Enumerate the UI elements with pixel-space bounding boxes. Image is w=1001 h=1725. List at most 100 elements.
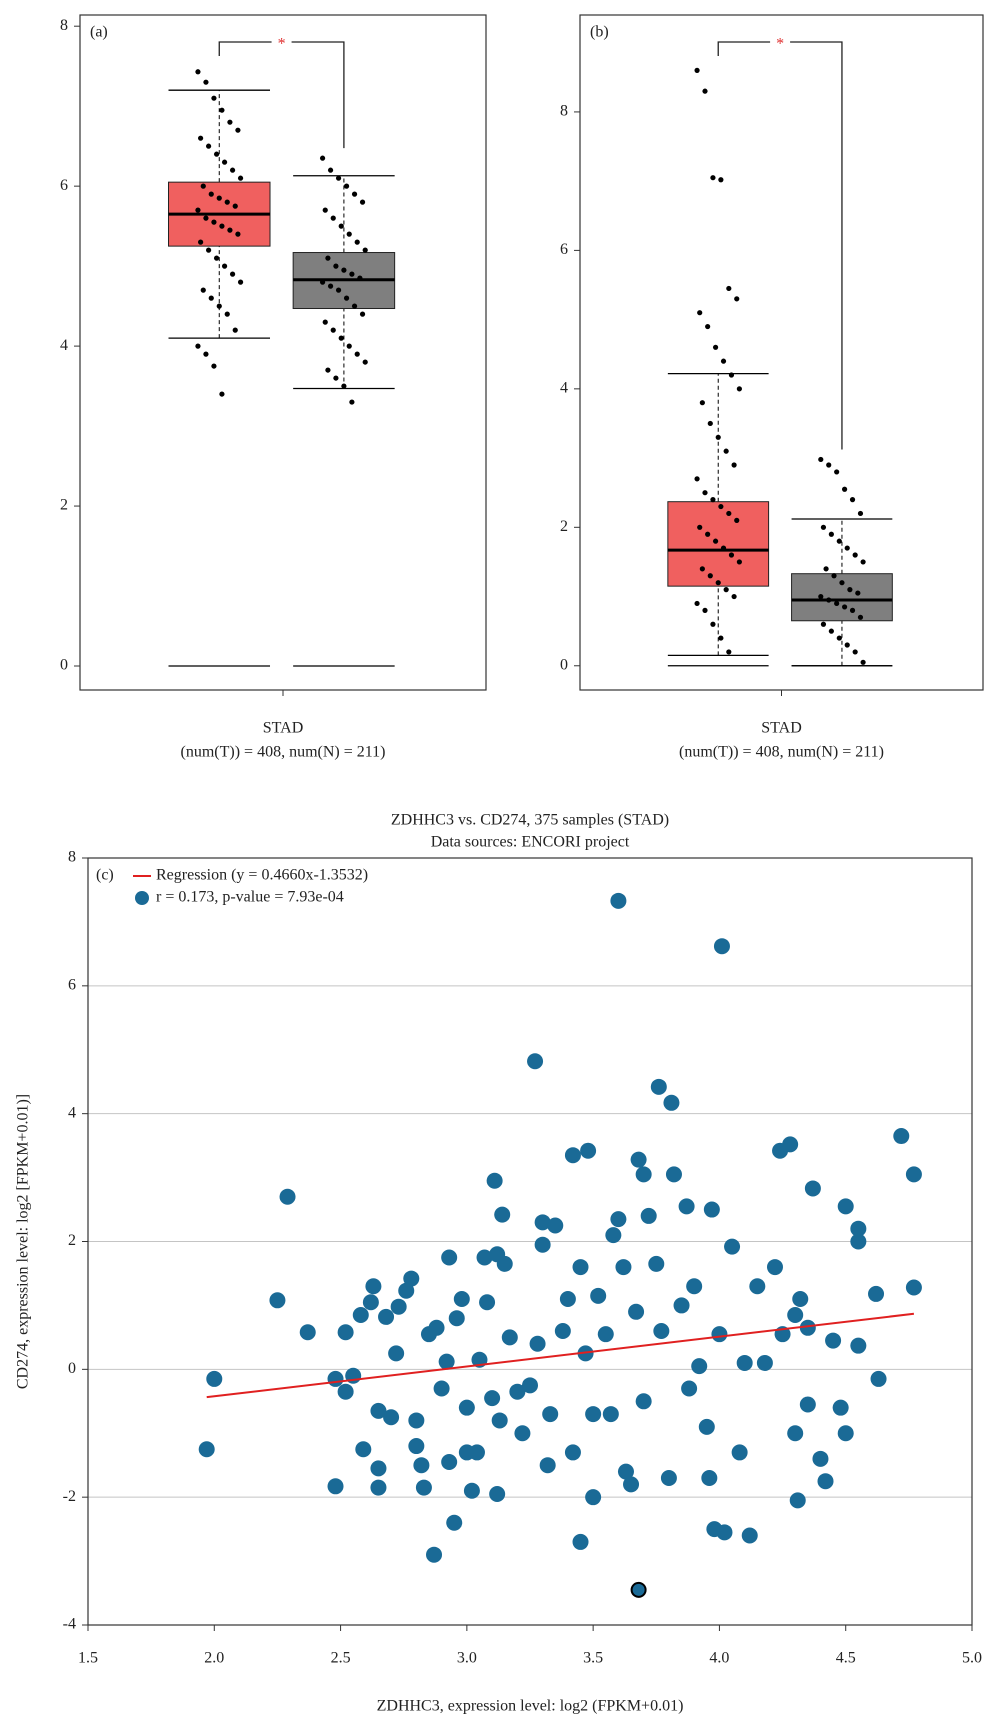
- point: [322, 207, 328, 213]
- x-tick-label: STAD: [761, 720, 802, 737]
- point: [710, 497, 716, 503]
- point: [327, 167, 334, 173]
- point: [319, 155, 326, 161]
- point: [723, 587, 729, 593]
- point: [836, 538, 842, 544]
- point: [602, 1406, 619, 1423]
- point: [484, 1390, 501, 1407]
- point: [741, 1527, 758, 1544]
- point: [710, 621, 716, 627]
- point: [489, 1485, 506, 1502]
- point: [362, 1294, 379, 1311]
- y-tick-label: 2: [68, 1232, 76, 1249]
- y-tick-label: 0: [60, 657, 68, 674]
- point: [697, 524, 703, 530]
- point: [731, 593, 737, 600]
- point: [715, 434, 721, 440]
- y-tick-label: 8: [68, 849, 76, 866]
- point: [216, 303, 222, 309]
- point: [208, 191, 214, 197]
- point: [818, 593, 824, 600]
- point: [623, 1476, 640, 1493]
- point: [572, 1259, 589, 1276]
- point: [448, 1310, 465, 1327]
- point: [219, 107, 225, 113]
- y-tick-label: 0: [68, 1360, 76, 1377]
- point: [198, 1441, 215, 1458]
- point: [799, 1396, 816, 1413]
- point: [322, 319, 328, 325]
- point: [554, 1322, 571, 1339]
- point: [713, 938, 730, 955]
- point: [343, 295, 350, 301]
- point: [728, 552, 735, 558]
- point: [673, 1297, 690, 1314]
- point: [855, 590, 861, 596]
- point: [337, 1383, 354, 1400]
- point: [610, 892, 627, 909]
- point: [213, 151, 220, 157]
- point: [219, 223, 225, 229]
- point: [716, 1524, 733, 1541]
- point: [828, 628, 834, 634]
- point: [338, 223, 344, 229]
- point: [335, 287, 342, 293]
- point: [702, 88, 708, 94]
- point: [539, 1457, 556, 1474]
- point: [635, 1393, 652, 1410]
- point: [711, 1326, 728, 1343]
- point: [665, 1166, 682, 1183]
- point: [580, 1142, 597, 1159]
- legend-label: r = 0.173, p-value = 7.93e-04: [156, 889, 344, 906]
- point: [333, 375, 339, 381]
- point: [723, 448, 729, 454]
- point: [208, 295, 214, 301]
- point: [403, 1270, 420, 1287]
- point: [698, 1418, 715, 1435]
- point: [694, 600, 700, 607]
- point: [349, 399, 355, 405]
- point: [701, 1469, 718, 1486]
- point: [509, 1383, 526, 1400]
- point: [820, 524, 827, 530]
- point: [694, 67, 700, 73]
- x-tick-label: STAD: [263, 720, 304, 737]
- point: [720, 545, 727, 551]
- point: [227, 119, 233, 125]
- point: [728, 372, 735, 378]
- point: [370, 1402, 387, 1419]
- panel-label: (c): [96, 867, 114, 884]
- point: [715, 580, 721, 586]
- point: [496, 1255, 513, 1272]
- point: [203, 79, 209, 85]
- point: [630, 1151, 647, 1168]
- point: [640, 1207, 657, 1224]
- point: [686, 1278, 703, 1295]
- point: [206, 247, 212, 253]
- point: [710, 175, 716, 181]
- point: [438, 1353, 455, 1370]
- point: [905, 1166, 922, 1183]
- point: [718, 503, 724, 510]
- point: [413, 1457, 430, 1474]
- point: [860, 559, 866, 565]
- point: [479, 1294, 496, 1311]
- point: [547, 1217, 564, 1234]
- point: [736, 386, 742, 392]
- point: [211, 363, 217, 369]
- point: [446, 1514, 463, 1531]
- point: [534, 1214, 551, 1231]
- point: [650, 1078, 667, 1095]
- point: [849, 497, 856, 503]
- point: [494, 1206, 511, 1223]
- point: [699, 400, 705, 406]
- point: [269, 1292, 286, 1309]
- point: [195, 69, 201, 75]
- box: [667, 501, 770, 587]
- point: [354, 351, 360, 357]
- chart-title: ZDHHC3 vs. CD274, 375 samples (STAD): [391, 812, 669, 829]
- point: [359, 311, 366, 317]
- point: [330, 327, 336, 333]
- point: [237, 279, 244, 285]
- point: [351, 191, 358, 197]
